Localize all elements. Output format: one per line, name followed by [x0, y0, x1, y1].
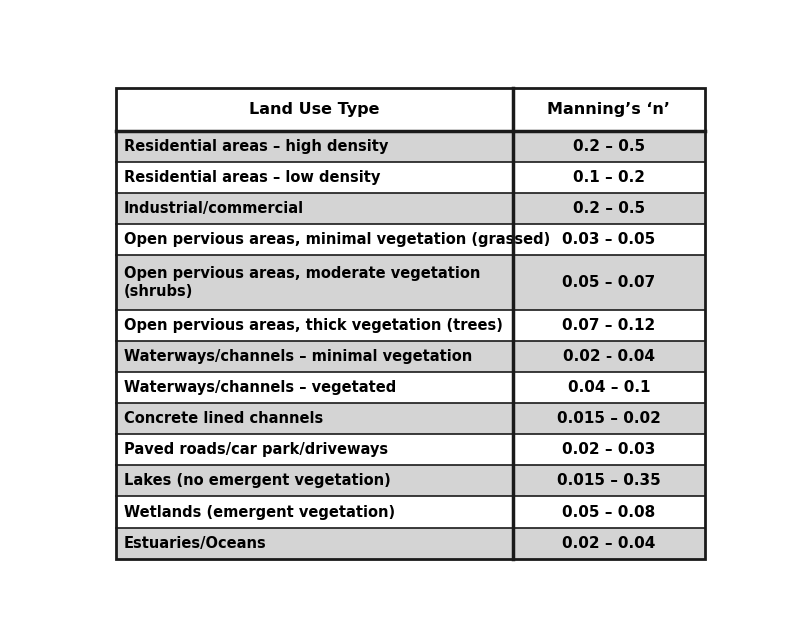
Text: Manning’s ‘n’: Manning’s ‘n’ [547, 102, 670, 116]
Text: 0.02 – 0.04: 0.02 – 0.04 [562, 536, 655, 550]
Text: 0.02 - 0.04: 0.02 - 0.04 [562, 349, 654, 364]
Bar [115, 527, 513, 559]
Text: 0.03 – 0.05: 0.03 – 0.05 [562, 232, 655, 247]
Text: 0.2 – 0.5: 0.2 – 0.5 [573, 139, 645, 154]
Bar [115, 131, 513, 162]
Bar [513, 255, 705, 310]
Text: Industrial/commercial: Industrial/commercial [123, 201, 304, 216]
Bar [513, 527, 705, 559]
Text: Residential areas – high density: Residential areas – high density [123, 139, 388, 154]
Bar [513, 497, 705, 527]
Text: 0.2 – 0.5: 0.2 – 0.5 [573, 201, 645, 216]
Bar [513, 310, 705, 341]
Bar [115, 372, 513, 403]
Bar [115, 434, 513, 465]
Bar [513, 341, 705, 372]
Text: Wetlands (emergent vegetation): Wetlands (emergent vegetation) [123, 504, 394, 520]
Bar [513, 224, 705, 255]
Bar [115, 193, 513, 224]
Bar [115, 88, 705, 131]
Bar [513, 465, 705, 497]
Text: Waterways/channels – minimal vegetation: Waterways/channels – minimal vegetation [123, 349, 472, 364]
Bar [115, 403, 513, 434]
Text: Land Use Type: Land Use Type [249, 102, 379, 116]
Text: Open pervious areas, thick vegetation (trees): Open pervious areas, thick vegetation (t… [123, 317, 502, 333]
Bar [513, 434, 705, 465]
Bar [115, 255, 513, 310]
Text: 0.07 – 0.12: 0.07 – 0.12 [562, 317, 655, 333]
Text: Open pervious areas, minimal vegetation (grassed): Open pervious areas, minimal vegetation … [123, 232, 550, 247]
Text: 0.02 – 0.03: 0.02 – 0.03 [562, 442, 655, 458]
Text: Open pervious areas, moderate vegetation
(shrubs): Open pervious areas, moderate vegetation… [123, 266, 480, 299]
Bar [513, 193, 705, 224]
Bar [513, 131, 705, 162]
Text: 0.1 – 0.2: 0.1 – 0.2 [573, 170, 645, 185]
Bar [115, 497, 513, 527]
Bar [115, 224, 513, 255]
Text: Paved roads/car park/driveways: Paved roads/car park/driveways [123, 442, 388, 458]
Text: Waterways/channels – vegetated: Waterways/channels – vegetated [123, 380, 396, 395]
Bar [513, 162, 705, 193]
Bar [513, 403, 705, 434]
Text: Concrete lined channels: Concrete lined channels [123, 411, 323, 426]
Text: 0.05 – 0.07: 0.05 – 0.07 [562, 275, 655, 290]
Bar [513, 372, 705, 403]
Text: Lakes (no emergent vegetation): Lakes (no emergent vegetation) [123, 474, 390, 488]
Text: Estuaries/Oceans: Estuaries/Oceans [123, 536, 266, 550]
Bar [115, 310, 513, 341]
Bar [115, 162, 513, 193]
Text: 0.015 – 0.02: 0.015 – 0.02 [557, 411, 661, 426]
Text: 0.04 – 0.1: 0.04 – 0.1 [567, 380, 650, 395]
Text: Residential areas – low density: Residential areas – low density [123, 170, 380, 185]
Text: 0.05 – 0.08: 0.05 – 0.08 [562, 504, 655, 520]
Text: 0.015 – 0.35: 0.015 – 0.35 [557, 474, 661, 488]
Bar [115, 465, 513, 497]
Bar [115, 341, 513, 372]
